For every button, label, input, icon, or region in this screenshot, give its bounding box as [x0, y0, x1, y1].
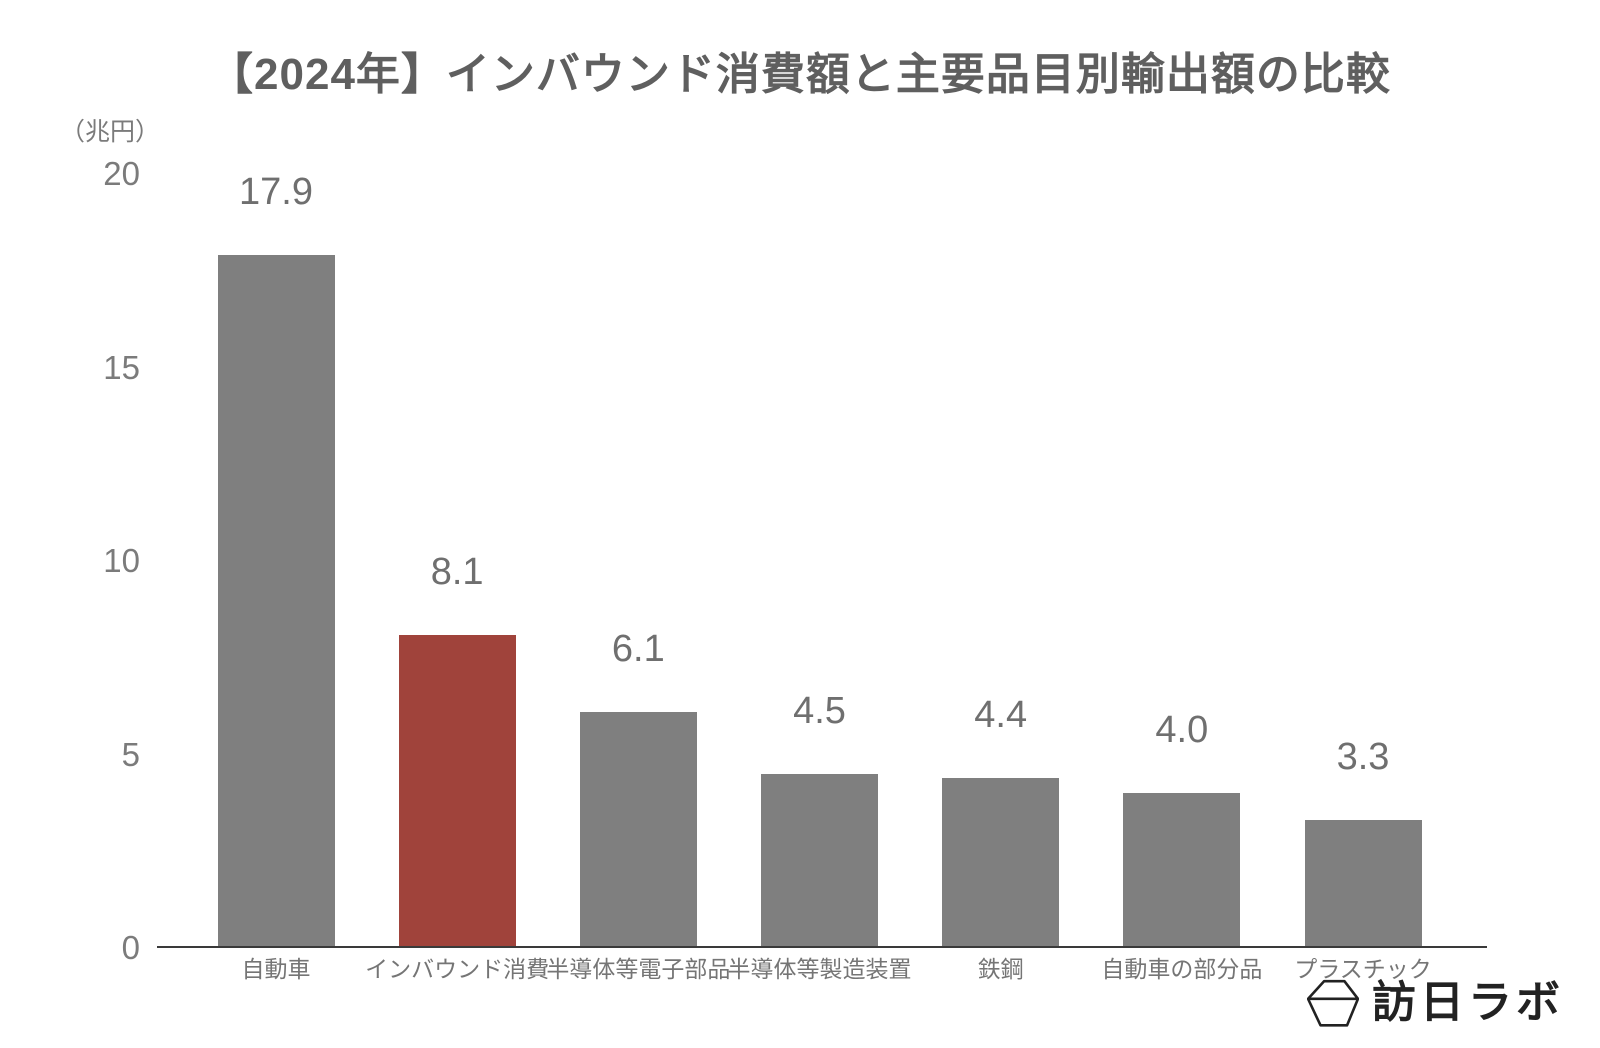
- bar-value-label: 6.1: [611, 627, 665, 670]
- logo-text: 訪日ラボ: [1372, 978, 1564, 1027]
- y-tick-label: 5: [121, 735, 140, 773]
- bar-5: [1123, 793, 1241, 948]
- logo: 訪日ラボ: [1307, 974, 1564, 1032]
- y-tick-label: 15: [103, 348, 140, 386]
- y-tick-label: 20: [103, 155, 140, 192]
- bar-3: [761, 773, 878, 948]
- y-axis-unit-label: （兆円）: [59, 118, 160, 146]
- bar-2: [579, 711, 697, 948]
- y-tick-label: 0: [121, 929, 140, 966]
- category-label: インバウンド消費: [365, 956, 550, 982]
- category-label: 自動車: [241, 956, 311, 982]
- bar-value-label: 3.3: [1336, 736, 1390, 779]
- category-label: 鉄鋼: [977, 956, 1024, 982]
- bar-1: [398, 634, 516, 948]
- bar-6: [1304, 820, 1422, 948]
- bar-value-label: 4.0: [1155, 709, 1209, 752]
- x-axis-line: [157, 946, 1487, 948]
- category-label: 半導体等製造装置: [727, 956, 912, 982]
- hexagon-gem-icon: [1307, 979, 1359, 1027]
- category-label: 半導体等電子部品: [546, 956, 731, 982]
- bar-value-label: 4.5: [793, 689, 846, 732]
- bar-value-label: 4.4: [974, 693, 1028, 736]
- chart-title: 【2024年】インバウンド消費額と主要品目別輸出額の比較: [209, 50, 1391, 99]
- bar-value-label: 17.9: [239, 171, 313, 214]
- bar-0: [217, 255, 335, 948]
- y-tick-label: 10: [103, 542, 140, 579]
- category-label: プラスチック: [1294, 956, 1432, 982]
- bar-value-label: 8.1: [430, 550, 484, 593]
- category-label: 自動車の部分品: [1101, 956, 1263, 982]
- bar-4: [942, 777, 1060, 948]
